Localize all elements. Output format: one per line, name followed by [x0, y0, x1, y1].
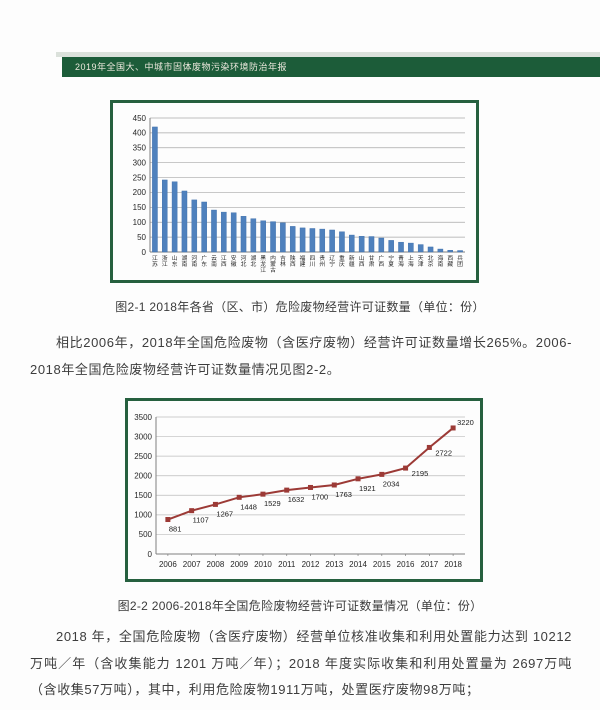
svg-text:3220: 3220 [457, 418, 474, 427]
svg-text:400: 400 [133, 129, 147, 138]
svg-text:0: 0 [148, 550, 153, 559]
svg-text:山东: 山东 [172, 254, 178, 268]
svg-text:2010: 2010 [254, 560, 272, 569]
svg-text:2000: 2000 [134, 472, 152, 481]
svg-text:云南: 云南 [211, 255, 217, 268]
svg-text:河南: 河南 [191, 254, 197, 268]
svg-text:1632: 1632 [288, 495, 305, 504]
svg-text:200: 200 [133, 188, 147, 197]
figure-2-caption: 图2-2 2006-2018年全国危险废物经营许可证数量情况（单位：份） [117, 599, 483, 613]
svg-text:2006: 2006 [159, 560, 177, 569]
svg-text:1921: 1921 [359, 484, 376, 493]
svg-text:50: 50 [137, 233, 146, 242]
report-header-title: 2019年全国大、中城市固体废物污染环境防治年报 [75, 62, 288, 72]
report-header-bar: 2019年全国大、中城市固体废物污染环境防治年报 [62, 57, 600, 77]
svg-text:浙江: 浙江 [162, 254, 168, 268]
svg-text:江苏: 江苏 [152, 255, 158, 268]
svg-text:山西: 山西 [359, 254, 365, 268]
svg-text:陕西: 陕西 [290, 254, 296, 268]
svg-text:1700: 1700 [312, 492, 329, 501]
svg-text:兵团: 兵团 [457, 254, 463, 268]
svg-text:500: 500 [139, 530, 153, 539]
svg-text:四川: 四川 [310, 255, 316, 268]
svg-text:河北: 河北 [241, 254, 247, 268]
svg-text:2007: 2007 [183, 560, 201, 569]
svg-text:2195: 2195 [412, 469, 429, 478]
svg-text:福建: 福建 [300, 254, 306, 268]
paragraph-2: 2018 年，全国危险废物（含医疗废物）经营单位核准收集和利用处置能力达到 10… [30, 629, 572, 698]
svg-text:1000: 1000 [134, 511, 152, 520]
svg-text:新疆: 新疆 [349, 254, 355, 268]
svg-text:1267: 1267 [216, 509, 233, 518]
svg-text:广东: 广东 [201, 254, 207, 268]
svg-text:青海: 青海 [398, 254, 404, 268]
svg-text:1107: 1107 [193, 516, 209, 525]
svg-text:450: 450 [133, 114, 147, 123]
svg-text:2018: 2018 [444, 560, 462, 569]
figure-1-caption: 图2-1 2018年各省（区、市）危险废物经营许可证数量（单位：份） [115, 300, 485, 314]
svg-text:250: 250 [133, 173, 147, 182]
svg-text:150: 150 [133, 203, 147, 212]
svg-text:重庆: 重庆 [339, 254, 345, 268]
svg-text:天津: 天津 [418, 255, 424, 268]
svg-text:吉林: 吉林 [280, 255, 286, 268]
svg-text:1500: 1500 [134, 491, 152, 500]
svg-text:2008: 2008 [207, 560, 225, 569]
svg-text:2034: 2034 [383, 479, 400, 488]
header-top-strip [56, 52, 600, 57]
svg-text:3000: 3000 [134, 432, 152, 441]
svg-text:2722: 2722 [435, 448, 452, 457]
svg-text:3500: 3500 [134, 413, 152, 422]
svg-text:100: 100 [133, 218, 147, 227]
svg-text:2011: 2011 [278, 560, 296, 569]
svg-text:内蒙古: 内蒙古 [270, 254, 276, 274]
svg-text:西藏: 西藏 [447, 255, 453, 268]
figure-1-bar-chart: 0 50 100 150 200 250 300 350 400 450 江苏 浙江 山东 湖南 河南 广东云… [110, 100, 479, 283]
svg-text:上海: 上海 [408, 254, 414, 268]
svg-text:北京: 北京 [428, 254, 434, 268]
bar-chart-svg: 0 50 100 150 200 250 300 350 400 450 江苏浙江山东湖南河南广东云… [133, 114, 465, 274]
svg-text:2500: 2500 [134, 452, 152, 461]
svg-text:2013: 2013 [325, 560, 343, 569]
svg-text:2015: 2015 [373, 560, 391, 569]
svg-text:2016: 2016 [397, 560, 415, 569]
paragraph-1: 相比2006年，2018年全国危险废物（含医疗废物）经营许可证数量增长265%。… [30, 335, 572, 377]
svg-text:辽宁: 辽宁 [329, 254, 335, 268]
svg-text:1448: 1448 [240, 502, 257, 511]
svg-text:881: 881 [169, 525, 182, 534]
svg-text:江西: 江西 [221, 255, 227, 268]
svg-text:黑龙江: 黑龙江 [260, 255, 266, 274]
svg-text:2012: 2012 [302, 560, 320, 569]
svg-text:350: 350 [133, 144, 147, 153]
figure-2-line-chart: 0 500 1000 1500 2000 2500 3000 3500 881 2006 1107 2… [125, 398, 483, 582]
svg-text:2017: 2017 [420, 560, 438, 569]
svg-text:安徽: 安徽 [231, 254, 237, 268]
svg-text:2014: 2014 [349, 560, 367, 569]
svg-text:甘肃: 甘肃 [369, 254, 375, 268]
svg-text:300: 300 [133, 158, 147, 167]
line-chart-svg: 0 500 1000 1500 2000 2500 3000 3500 881 2006 1107 2… [134, 413, 474, 569]
svg-text:0: 0 [142, 248, 147, 257]
svg-text:湖南: 湖南 [182, 254, 188, 268]
svg-text:2009: 2009 [230, 560, 248, 569]
svg-text:宁夏: 宁夏 [388, 254, 394, 268]
svg-text:广西: 广西 [378, 254, 384, 268]
svg-text:1529: 1529 [264, 499, 281, 508]
svg-text:湖北: 湖北 [250, 254, 256, 268]
svg-text:贵州: 贵州 [319, 254, 325, 268]
svg-text:海南: 海南 [437, 254, 443, 268]
svg-text:1763: 1763 [335, 490, 352, 499]
